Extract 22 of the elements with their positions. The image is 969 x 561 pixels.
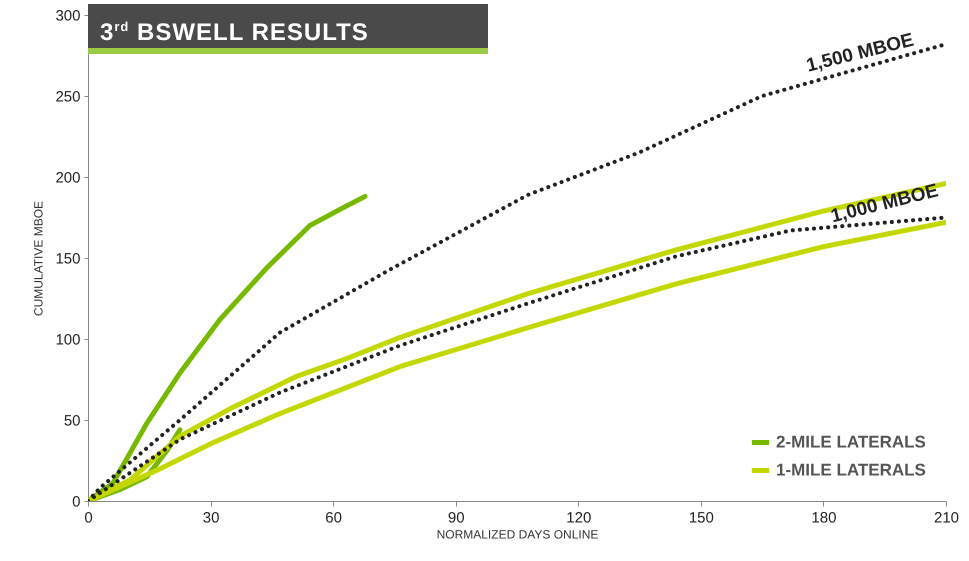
x-tick-label: 0: [84, 510, 93, 526]
legend-label: 2-MILE LATERALS: [776, 432, 926, 452]
x-tick-label: 120: [566, 510, 592, 526]
x-tick-label: 30: [202, 510, 220, 526]
legend-label: 1-MILE LATERALS: [776, 460, 926, 480]
y-tick-label: 250: [55, 88, 80, 106]
y-tick-label: 200: [55, 170, 80, 186]
x-tick-label: 60: [325, 510, 342, 526]
annotation: 1,500 MBOE: [804, 30, 916, 77]
annotation: 1,000 MBOE: [828, 180, 940, 228]
y-tick-label: 300: [55, 8, 80, 24]
title-banner: 3$^{rd}$ BSWELL RESULTS: [88, 4, 488, 54]
y-axis-title: CUMULATIVE MBOE: [31, 200, 46, 316]
x-tick-label: 210: [934, 510, 960, 526]
y-tick-label: 50: [64, 412, 80, 430]
x-axis-title: NORMALIZED DAYS ONLINE: [436, 528, 598, 542]
y-tick-label: 0: [72, 494, 80, 510]
y-tick-label: 150: [55, 250, 80, 268]
x-tick-label: 180: [811, 510, 836, 526]
y-tick-label: 100: [55, 332, 80, 348]
x-tick-label: 150: [688, 510, 714, 526]
x-tick-label: 90: [448, 510, 465, 526]
